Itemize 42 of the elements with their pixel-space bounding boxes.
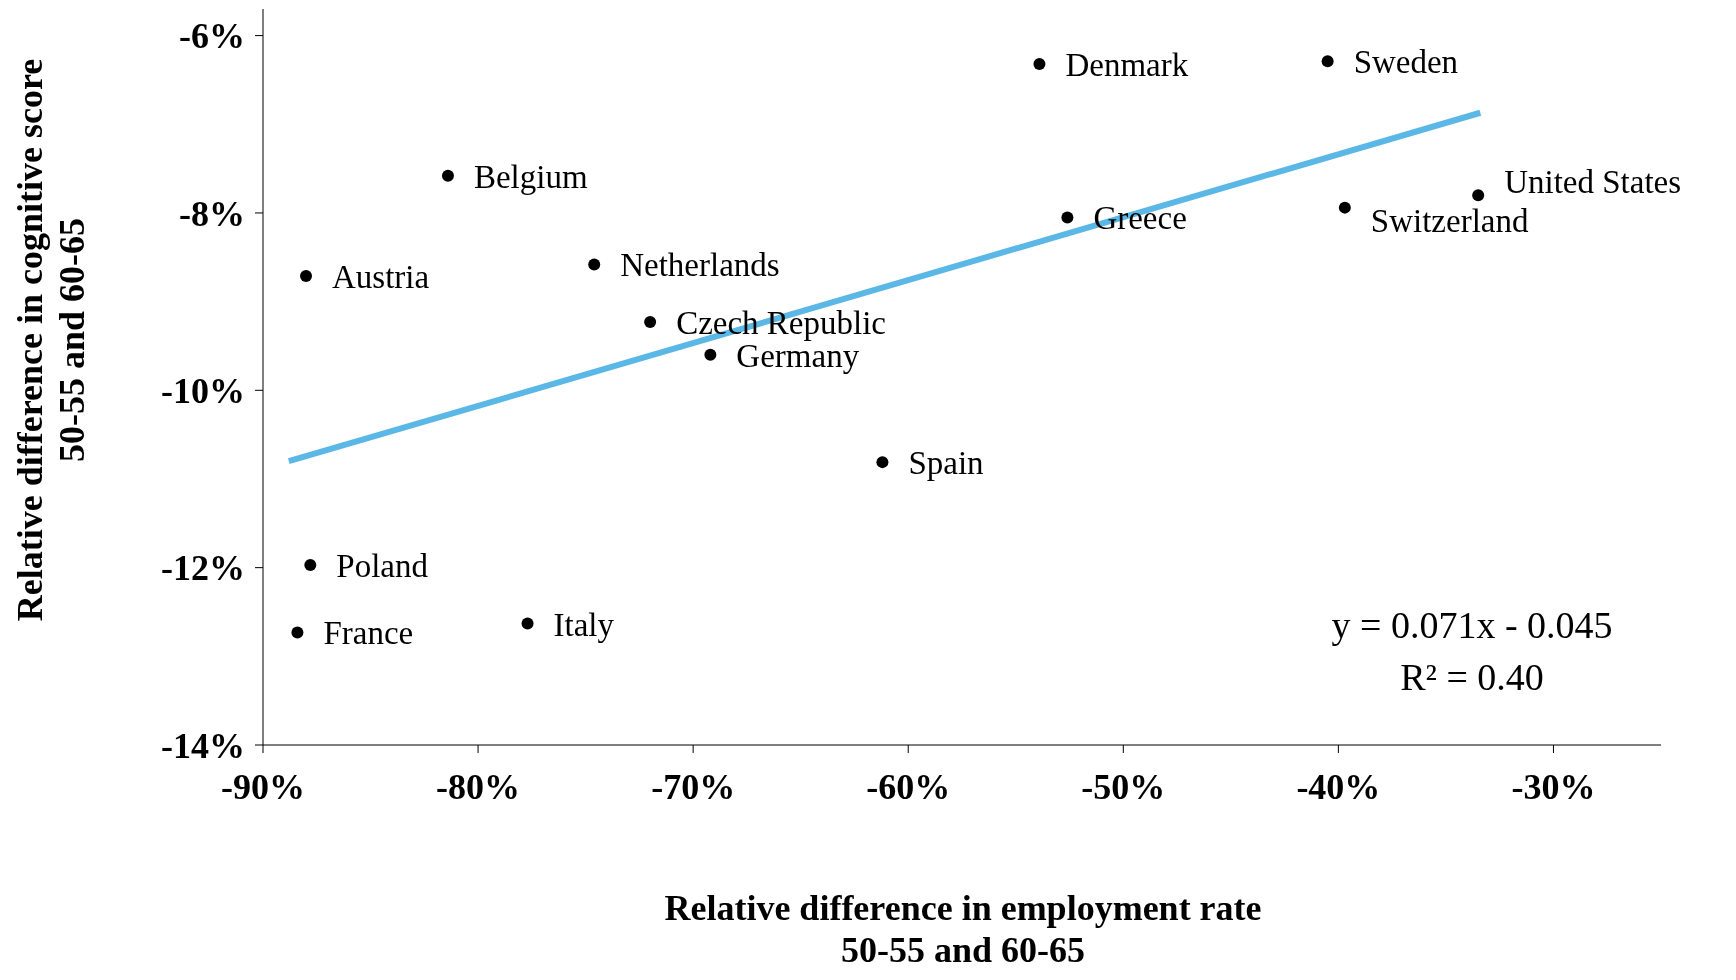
point bbox=[876, 456, 889, 469]
data-label: Poland bbox=[336, 547, 429, 584]
data-label: Belgium bbox=[473, 158, 588, 195]
data-label: Czech Republic bbox=[676, 305, 886, 342]
x-tick-label: -30% bbox=[1511, 766, 1596, 807]
x-tick-label: -50% bbox=[1081, 766, 1166, 807]
point bbox=[704, 348, 717, 361]
data-label: France bbox=[323, 615, 414, 652]
x-tick-label: -70% bbox=[651, 766, 736, 807]
point bbox=[291, 626, 304, 639]
point bbox=[300, 269, 313, 282]
data-label: United States bbox=[1504, 164, 1682, 201]
y-tick-label: -14% bbox=[161, 725, 245, 766]
y-tick-label: -8% bbox=[179, 193, 245, 234]
point bbox=[1061, 211, 1074, 224]
point bbox=[1472, 189, 1485, 202]
x-tick-label: -40% bbox=[1296, 766, 1381, 807]
point bbox=[1033, 57, 1046, 70]
x-tick-label: -90% bbox=[221, 766, 305, 807]
x-axis-title: Relative difference in employment rate 50-55 and 60-65 bbox=[664, 888, 1262, 970]
point bbox=[521, 617, 534, 630]
data-label: Netherlands bbox=[620, 247, 780, 284]
point bbox=[1321, 55, 1334, 68]
data-label: Austria bbox=[332, 258, 430, 295]
point bbox=[441, 169, 454, 182]
annotation: R² = 0.40 bbox=[1400, 656, 1544, 698]
x-tick-label: -80% bbox=[436, 766, 521, 807]
point bbox=[304, 558, 317, 571]
data-label: Switzerland bbox=[1370, 202, 1529, 239]
x-tick-label: -60% bbox=[866, 766, 951, 807]
y-tick-label: -10% bbox=[161, 371, 245, 412]
y-tick-label: -6% bbox=[179, 16, 245, 57]
data-label: Denmark bbox=[1065, 46, 1189, 83]
y-axis-title: Relative difference in cognitive score 50-55 and 60-65 bbox=[10, 58, 92, 622]
point bbox=[1338, 201, 1351, 214]
annotation: y = 0.071x - 0.045 bbox=[1331, 604, 1613, 646]
point bbox=[588, 258, 601, 271]
data-label: Spain bbox=[908, 445, 984, 482]
point bbox=[644, 316, 657, 329]
data-label: Italy bbox=[553, 606, 615, 643]
y-tick-label: -12% bbox=[161, 548, 245, 589]
data-label: Sweden bbox=[1353, 44, 1459, 81]
